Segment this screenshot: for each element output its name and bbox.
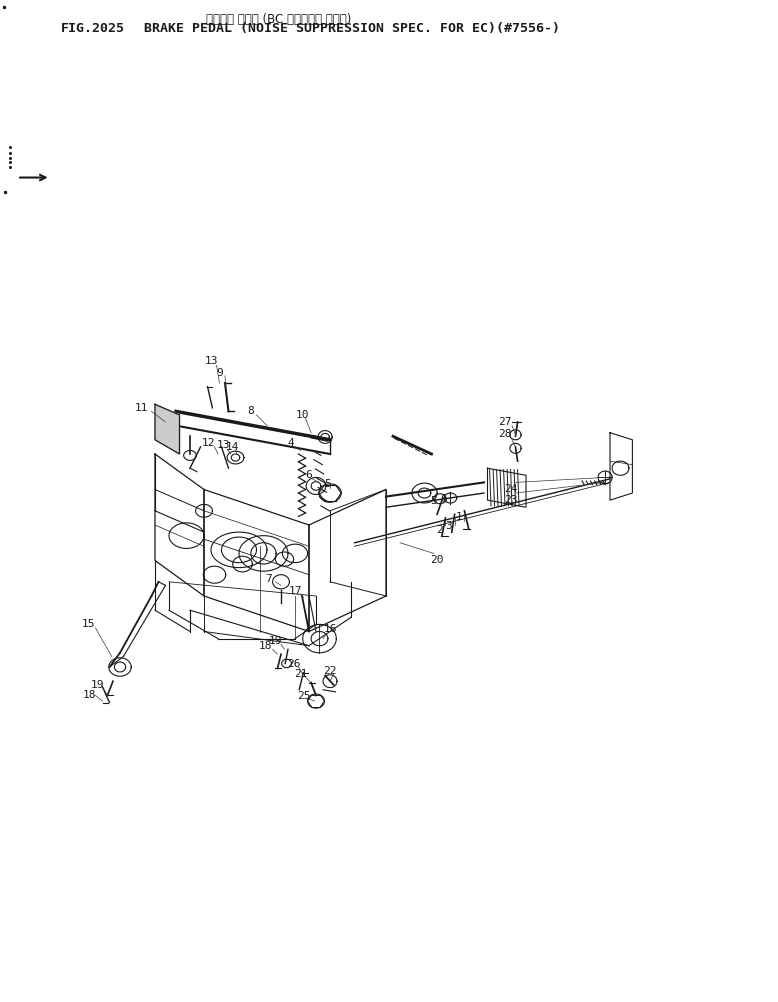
Text: 1: 1: [455, 512, 462, 522]
Text: 19: 19: [91, 679, 104, 689]
Text: 21: 21: [294, 668, 307, 678]
Text: 16: 16: [323, 623, 337, 633]
Text: 6: 6: [306, 469, 313, 479]
Text: 25: 25: [296, 690, 310, 700]
Text: 10: 10: [295, 410, 309, 420]
Text: 4: 4: [287, 438, 294, 448]
Text: 18: 18: [83, 689, 96, 699]
Text: 2: 2: [436, 524, 443, 534]
Text: 18: 18: [259, 640, 272, 650]
Text: 17: 17: [289, 586, 302, 596]
Text: 6: 6: [440, 494, 447, 504]
Text: FIG.2025: FIG.2025: [61, 22, 124, 35]
Text: 8: 8: [247, 406, 254, 416]
Text: 13: 13: [217, 440, 230, 450]
Text: 20: 20: [429, 554, 443, 564]
Text: 28: 28: [498, 428, 512, 438]
Text: 11: 11: [135, 403, 148, 413]
Text: 5: 5: [324, 479, 331, 489]
Text: 19: 19: [268, 635, 282, 645]
Text: 22: 22: [323, 665, 337, 675]
Polygon shape: [155, 405, 180, 455]
Text: BRAKE PEDAL (NOISE SUPPRESSION SPEC. FOR EC)(#7556-): BRAKE PEDAL (NOISE SUPPRESSION SPEC. FOR…: [144, 22, 560, 35]
Text: 23: 23: [504, 494, 517, 504]
Text: 26: 26: [287, 658, 300, 668]
Text: 24: 24: [504, 484, 517, 494]
Text: ブレーキ ペダル (BC ムテイオン ショウ): ブレーキ ペダル (BC ムテイオン ショウ): [206, 13, 352, 26]
Text: 12: 12: [202, 438, 215, 448]
Text: 13: 13: [205, 356, 218, 366]
Text: 14: 14: [226, 442, 239, 452]
Text: 5: 5: [430, 496, 437, 506]
Text: 3: 3: [446, 520, 452, 530]
Text: 15: 15: [82, 618, 95, 628]
Text: 27: 27: [498, 416, 512, 426]
Text: 7: 7: [265, 574, 272, 584]
Text: 9: 9: [217, 368, 223, 378]
